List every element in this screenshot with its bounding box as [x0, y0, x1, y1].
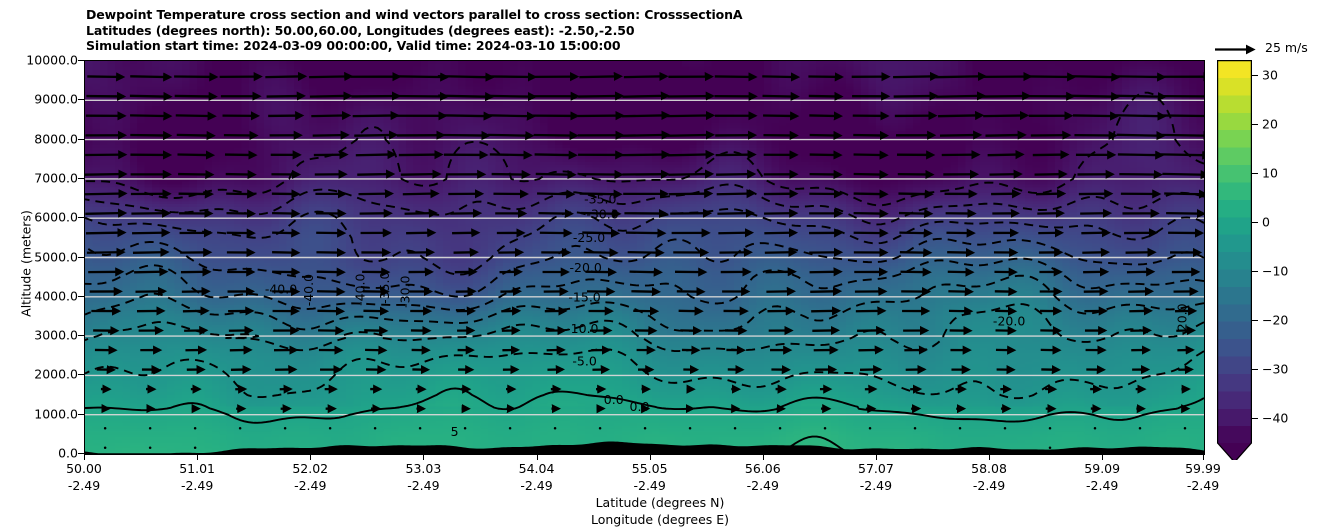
x-tick-label-longitude: -2.49 [68, 478, 100, 493]
y-tick-label: 2000.0 [34, 367, 78, 382]
x-axis-label-longitude: Longitude (degrees E) [0, 512, 1320, 527]
wind-key-arrow-icon [1213, 42, 1263, 58]
y-tick-mark [78, 217, 84, 218]
x-tick-label-latitude: 59.99 [1185, 461, 1221, 476]
y-axis-label: Altitude (meters) [19, 174, 34, 354]
y-tick-mark [78, 335, 84, 336]
x-tick-mark [197, 454, 198, 460]
x-tick-label-longitude: -2.49 [860, 478, 892, 493]
y-tick-label: 8000.0 [34, 131, 78, 146]
colorbar-tick-label: −30 [1262, 362, 1288, 377]
title-line-3: Simulation start time: 2024-03-09 00:00:… [86, 38, 743, 54]
x-tick-label-longitude: -2.49 [1086, 478, 1118, 493]
y-tick-label: 0.0 [58, 446, 78, 461]
x-tick-mark [989, 454, 990, 460]
colorbar-tick-label: 0 [1262, 215, 1270, 230]
x-tick-label-longitude: -2.49 [973, 478, 1005, 493]
colorbar-tick-label: −10 [1262, 264, 1288, 279]
title-line-1: Dewpoint Temperature cross section and w… [86, 7, 743, 23]
x-tick-mark [310, 454, 311, 460]
y-tick-label: 7000.0 [34, 170, 78, 185]
figure-title: Dewpoint Temperature cross section and w… [86, 7, 743, 54]
colorbar-gradient [1217, 60, 1252, 460]
y-tick-label: 9000.0 [34, 92, 78, 107]
x-tick-label-latitude: 53.03 [405, 461, 441, 476]
y-tick-label: 1000.0 [34, 406, 78, 421]
wind-vector-key: 25 m/s [1213, 40, 1320, 60]
x-tick-mark [1102, 454, 1103, 460]
y-tick-label: 6000.0 [34, 210, 78, 225]
colorbar-tick-mark [1252, 173, 1258, 174]
x-tick-label-longitude: -2.49 [633, 478, 665, 493]
x-tick-label-latitude: 50.00 [66, 461, 102, 476]
y-tick-label: 10000.0 [26, 53, 78, 68]
colorbar-tick-mark [1252, 418, 1258, 419]
x-tick-label-longitude: -2.49 [407, 478, 439, 493]
colorbar-tick-label: −40 [1262, 411, 1288, 426]
x-tick-label-longitude: -2.49 [294, 478, 326, 493]
y-tick-label: 4000.0 [34, 288, 78, 303]
colorbar-tick-label: −20 [1262, 313, 1288, 328]
x-tick-label-latitude: 54.04 [519, 461, 555, 476]
colorbar-tick-mark [1252, 124, 1258, 125]
x-tick-label-latitude: 55.05 [632, 461, 668, 476]
y-tick-mark [78, 257, 84, 258]
x-tick-label-latitude: 59.09 [1084, 461, 1120, 476]
wind-key-label: 25 m/s [1265, 40, 1308, 55]
x-tick-label-longitude: -2.49 [181, 478, 213, 493]
colorbar-tick-label: 10 [1262, 165, 1278, 180]
x-tick-label-latitude: 52.02 [292, 461, 328, 476]
colorbar-tick-mark [1252, 369, 1258, 370]
y-tick-mark [78, 178, 84, 179]
x-tick-mark [650, 454, 651, 460]
x-tick-mark [423, 454, 424, 460]
y-tick-mark [78, 414, 84, 415]
x-tick-label-latitude: 58.08 [971, 461, 1007, 476]
y-tick-mark [78, 374, 84, 375]
x-tick-mark [763, 454, 764, 460]
x-tick-label-latitude: 51.01 [179, 461, 215, 476]
x-tick-label-longitude: -2.49 [1187, 478, 1219, 493]
colorbar-tick-mark [1252, 271, 1258, 272]
x-tick-label-latitude: 57.07 [858, 461, 894, 476]
x-tick-mark [876, 454, 877, 460]
x-tick-mark [84, 454, 85, 460]
y-tick-mark [78, 139, 84, 140]
x-tick-label-longitude: -2.49 [520, 478, 552, 493]
colorbar-tick-label: 30 [1262, 67, 1278, 82]
x-tick-label-latitude: 56.06 [745, 461, 781, 476]
y-tick-mark [78, 99, 84, 100]
x-tick-label-longitude: -2.49 [747, 478, 779, 493]
y-tick-label: 3000.0 [34, 328, 78, 343]
colorbar-tick-label: 20 [1262, 116, 1278, 131]
colorbar-tick-mark [1252, 75, 1258, 76]
x-axis-label-latitude: Latitude (degrees N) [0, 495, 1320, 510]
colorbar-tick-mark [1252, 222, 1258, 223]
y-tick-mark [78, 296, 84, 297]
y-tick-mark [78, 60, 84, 61]
y-tick-label: 5000.0 [34, 249, 78, 264]
title-line-2: Latitudes (degrees north): 50.00,60.00, … [86, 23, 743, 39]
x-tick-mark [1203, 454, 1204, 460]
colorbar-tick-mark [1252, 320, 1258, 321]
x-tick-mark [537, 454, 538, 460]
